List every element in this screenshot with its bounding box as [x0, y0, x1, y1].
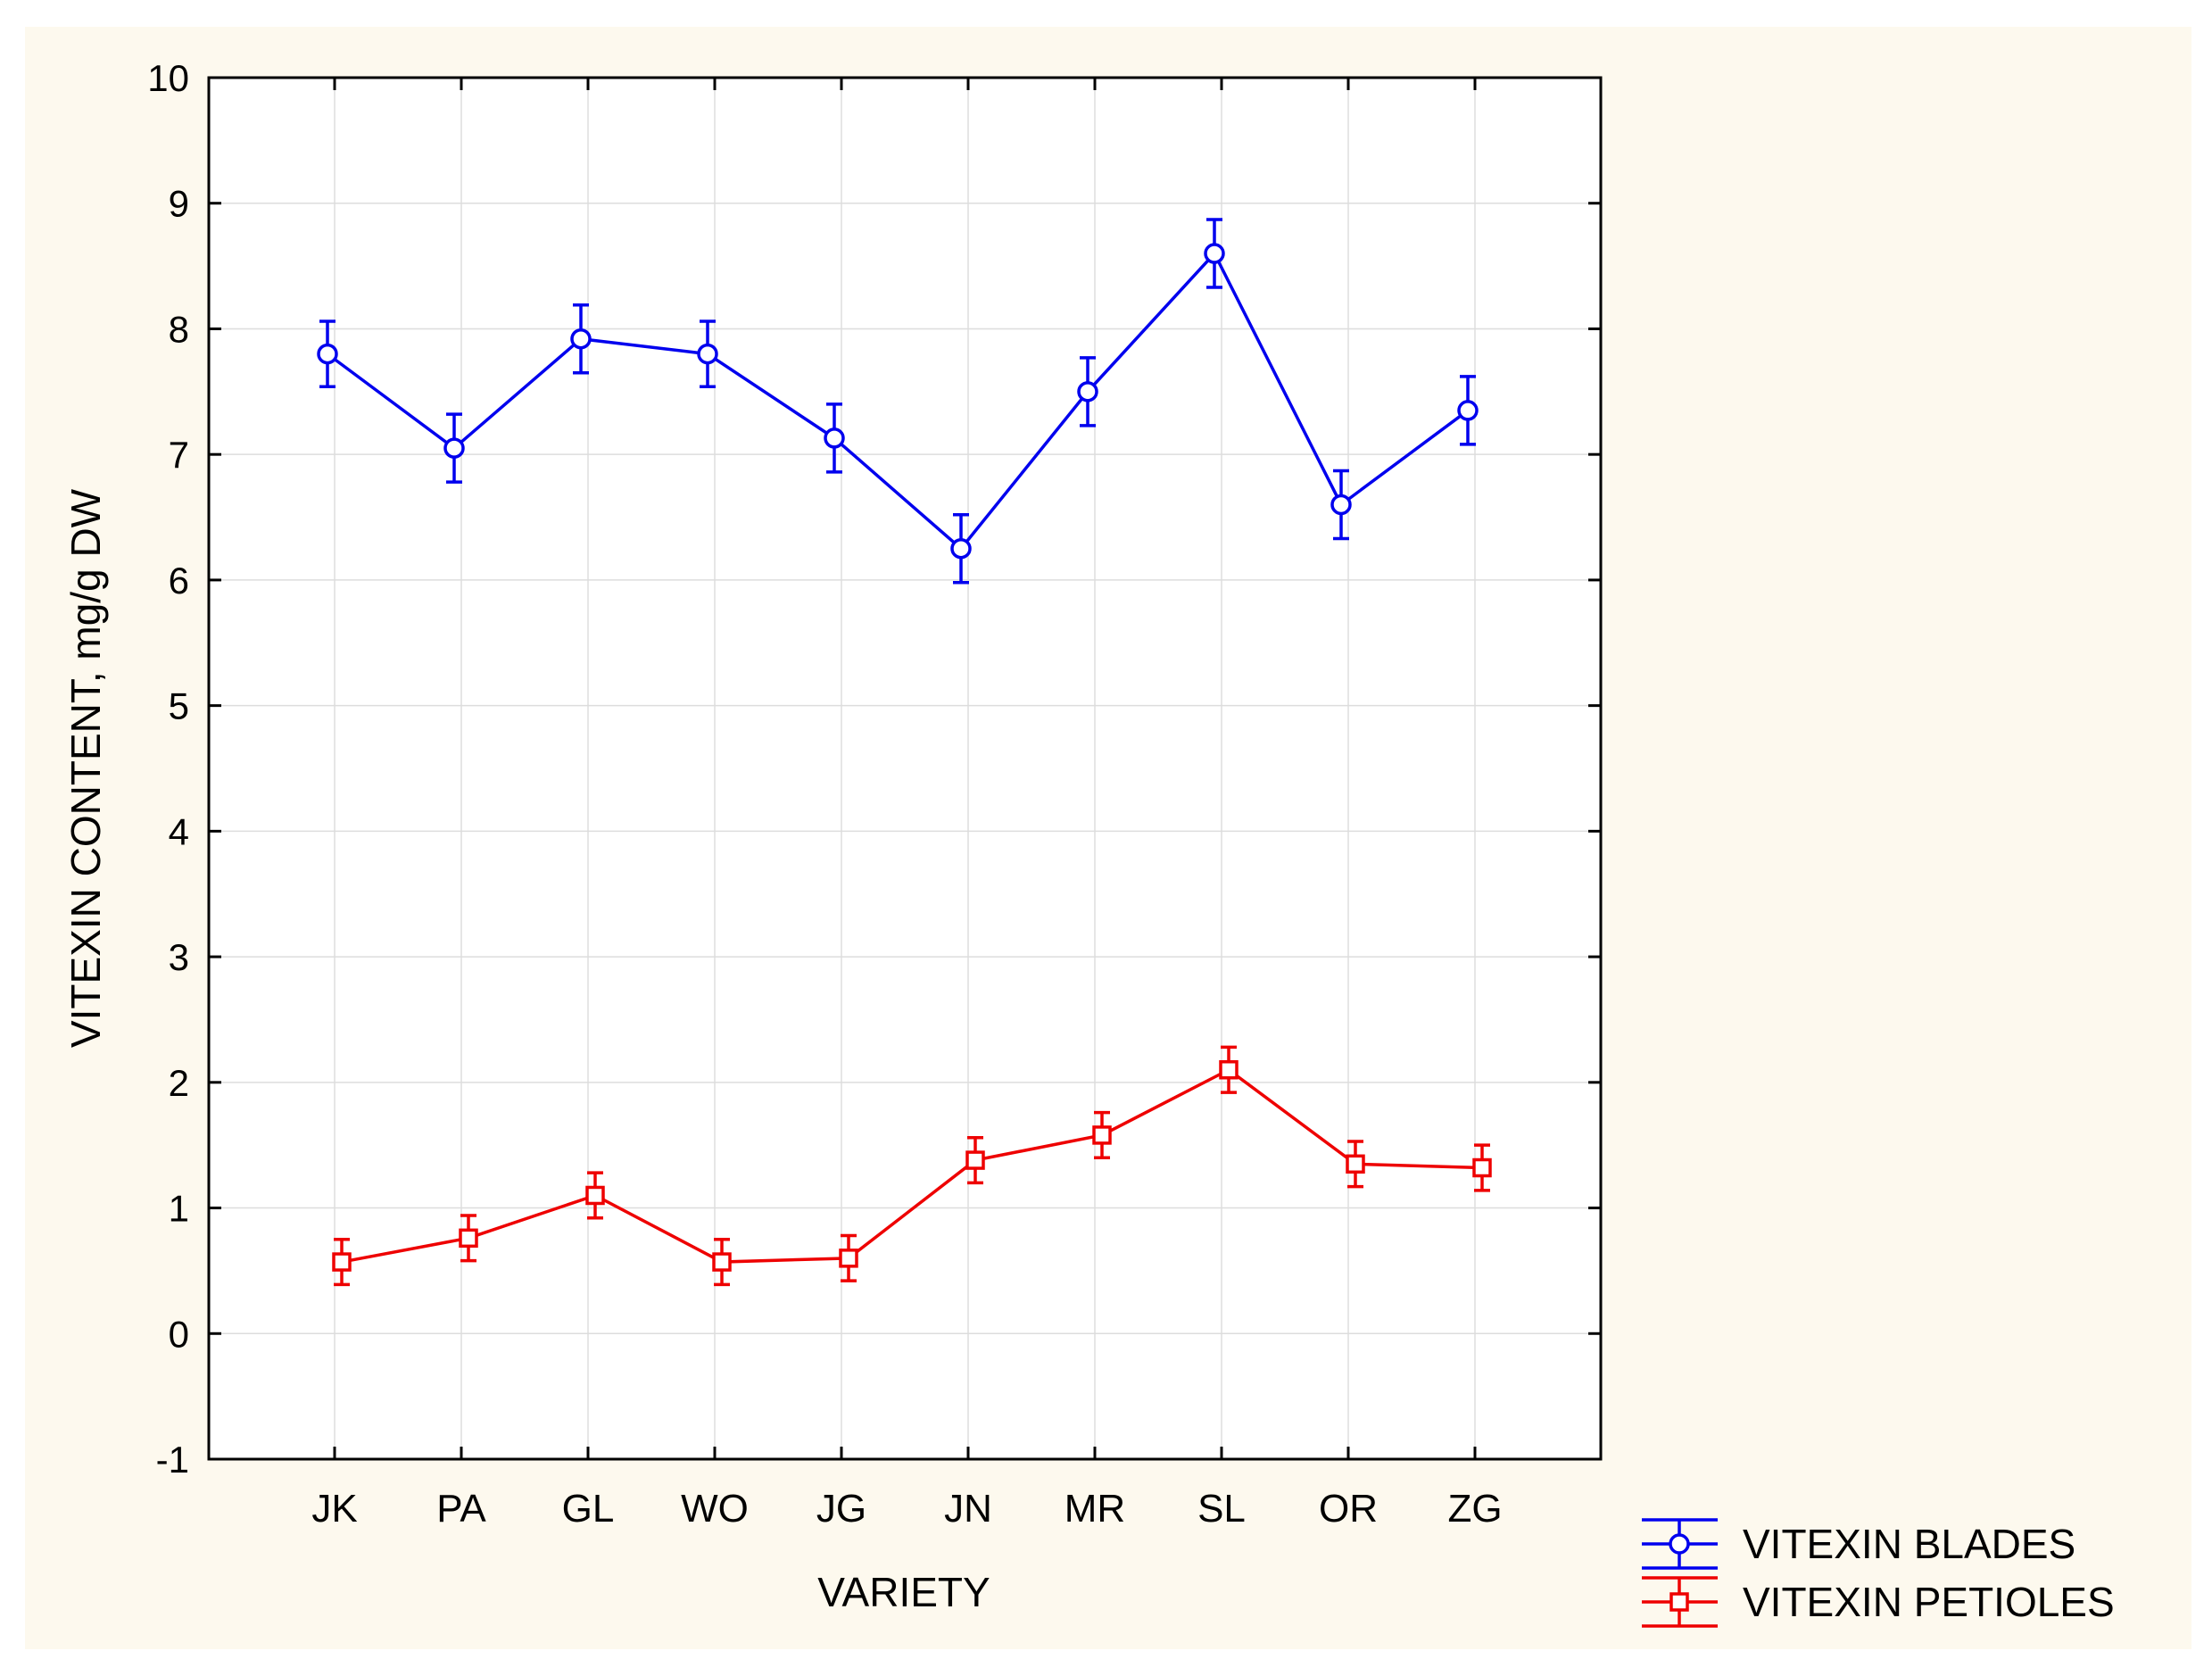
plot-frame [207, 76, 1603, 1461]
x-tick-label: WO [681, 1487, 749, 1531]
legend-item: VITEXIN PETIOLES [1642, 1576, 2115, 1628]
data-point [965, 1150, 985, 1170]
y-tick-label: 10 [147, 57, 189, 99]
data-point [697, 343, 718, 365]
legend-label: VITEXIN BLADES [1743, 1521, 2075, 1567]
data-point [1204, 243, 1225, 264]
y-tick-label: 4 [169, 810, 189, 852]
y-tick-label: 2 [169, 1062, 189, 1104]
axes: -1 0 1 2 3 4 5 6 7 8 9 10 JK PA GL WO JG JN MR SL OR ZG [147, 57, 1601, 1531]
grid-lines [209, 77, 1601, 1460]
y-tick-label: 1 [169, 1188, 189, 1230]
data-point [317, 343, 338, 365]
data-point [712, 1252, 732, 1272]
x-tick-label: JG [816, 1487, 866, 1531]
x-axis-label: VARIETY [817, 1569, 990, 1615]
data-point [570, 328, 592, 350]
legend-label: VITEXIN PETIOLES [1743, 1579, 2115, 1625]
data-point [443, 437, 465, 459]
data-point [839, 1249, 858, 1268]
x-tick-label: GL [562, 1487, 615, 1531]
x-tick-label: PA [436, 1487, 486, 1531]
y-tick-label: -1 [156, 1439, 189, 1481]
legend-item: VITEXIN BLADES [1642, 1518, 2075, 1570]
data-point [1472, 1157, 1492, 1178]
legend-marker [1669, 1592, 1689, 1612]
data-point [585, 1185, 605, 1206]
data-point [1457, 400, 1479, 421]
y-tick-label: 5 [169, 685, 189, 727]
data-point [824, 427, 845, 449]
y-tick-label: 3 [169, 936, 189, 978]
data-point [1092, 1125, 1112, 1145]
plot-area [209, 78, 1601, 1459]
series-vitexin-petioles [332, 1045, 1492, 1287]
y-tick-label: 7 [169, 434, 189, 476]
y-tick-label: 0 [169, 1313, 189, 1355]
y-tick-label: 9 [169, 183, 189, 225]
series-layer [317, 218, 1492, 1287]
x-tick-label: MR [1065, 1487, 1125, 1531]
x-tick-label: JK [311, 1487, 357, 1531]
series-vitexin-blades [317, 218, 1479, 585]
series-line [326, 250, 1470, 552]
x-tick-label: OR [1319, 1487, 1378, 1531]
data-point [332, 1252, 352, 1272]
legend-marker [1669, 1533, 1690, 1555]
data-point [1077, 381, 1098, 402]
series-line [341, 1067, 1483, 1264]
x-tick-label: SL [1197, 1487, 1246, 1531]
data-point [1219, 1059, 1239, 1080]
data-point [1346, 1154, 1365, 1174]
data-point [950, 537, 972, 560]
y-tick-label: 8 [169, 308, 189, 350]
legend: VITEXIN BLADES VITEXIN PETIOLES [1642, 1518, 2115, 1628]
x-tick-label: JN [944, 1487, 992, 1531]
y-axis-label: VITEXIN CONTENT, mg/g DW [62, 488, 109, 1048]
data-point [459, 1228, 478, 1249]
y-tick-label: 6 [169, 560, 189, 602]
x-tick-label: ZG [1447, 1487, 1502, 1531]
data-point [1330, 494, 1352, 516]
